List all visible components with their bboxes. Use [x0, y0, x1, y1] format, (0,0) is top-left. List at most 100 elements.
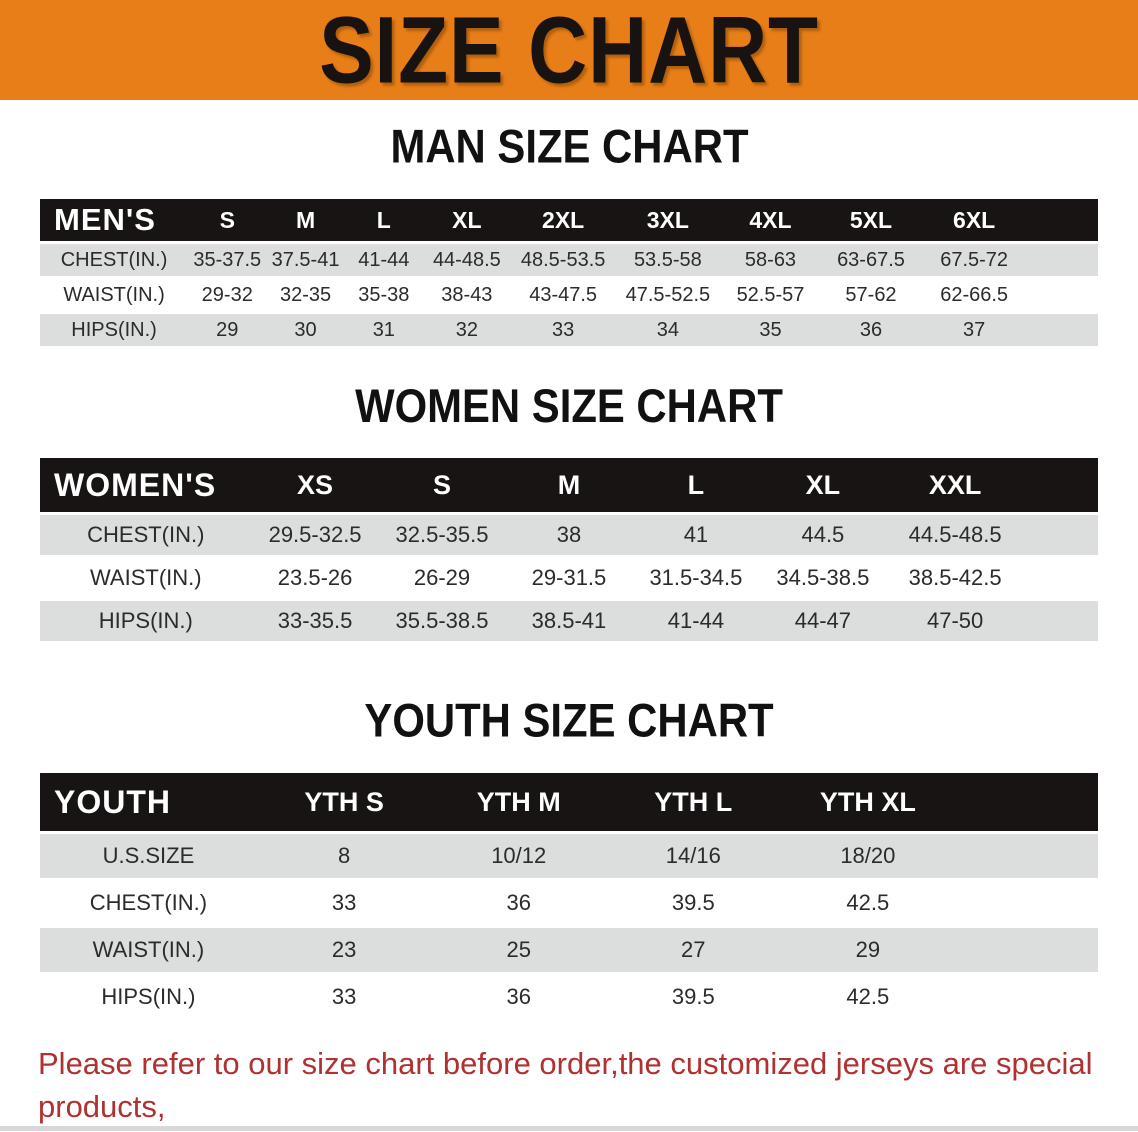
row-label: WAIST(IN.)	[40, 279, 189, 311]
size-value-cell: 41-44	[344, 244, 423, 276]
size-column-header: XL	[759, 458, 887, 512]
size-column-header: L	[344, 199, 423, 241]
size-value-cell: 39.5	[606, 881, 781, 925]
size-column-header: 5XL	[820, 199, 922, 241]
women-table-label: WOMEN'S	[40, 458, 252, 512]
bottom-edge-strip	[0, 1126, 1138, 1131]
table-row: CHEST(IN.) 29.5-32.5 32.5-35.5 38 41 44.5 44.5…	[40, 515, 1098, 555]
size-column-header: YTH XL	[780, 773, 956, 831]
size-column-header: M	[266, 199, 345, 241]
size-value-cell: 35-37.5	[188, 244, 267, 276]
men-header-row: MEN'S S M L XL 2XL 3XL 4XL 5XL 6XL	[40, 199, 1098, 241]
size-column-header: 3XL	[615, 199, 721, 241]
size-value-cell: 25	[431, 928, 606, 972]
size-column-header: XS	[251, 458, 379, 512]
size-column-header: L	[632, 458, 760, 512]
table-row: CHEST(IN.) 35-37.5 37.5-41 41-44 44-48.5 48.5…	[40, 244, 1098, 276]
table-row: WAIST(IN.) 23 25 27 29	[40, 928, 1098, 972]
size-value-cell: 23.5-26	[251, 558, 379, 598]
size-value-cell: 37	[921, 314, 1028, 346]
men-section-heading-text: MAN SIZE CHART	[389, 119, 749, 174]
filler-cell	[955, 928, 1098, 972]
disclaimer-note: Please refer to our size chart before or…	[38, 1042, 1108, 1132]
size-value-cell: 8	[256, 834, 432, 878]
men-table-label: MEN'S	[40, 199, 189, 241]
size-value-cell: 53.5-58	[615, 244, 721, 276]
size-value-cell: 38-43	[422, 279, 511, 311]
size-value-cell: 27	[606, 928, 781, 972]
size-value-cell: 47.5-52.5	[615, 279, 721, 311]
size-column-header: YTH M	[431, 773, 606, 831]
table-row: WAIST(IN.) 29-32 32-35 35-38 38-43 43-47.5 47.…	[40, 279, 1098, 311]
size-value-cell: 33	[510, 314, 616, 346]
size-value-cell: 41	[632, 515, 760, 555]
men-size-table: MEN'S S M L XL 2XL 3XL 4XL 5XL 6XL CHEST(IN.) 35-37…	[40, 196, 1098, 349]
size-value-cell: 14/16	[606, 834, 781, 878]
size-value-cell: 18/20	[780, 834, 956, 878]
size-value-cell: 29.5-32.5	[251, 515, 379, 555]
women-section-heading-text: WOMEN SIZE CHART	[355, 378, 783, 433]
size-value-cell: 35	[720, 314, 821, 346]
filler-cell	[1027, 244, 1098, 276]
table-row: HIPS(IN.) 29 30 31 32 33 34 35 36 37	[40, 314, 1098, 346]
size-value-cell: 48.5-53.5	[510, 244, 616, 276]
size-column-header: 4XL	[720, 199, 821, 241]
table-row: WAIST(IN.) 23.5-26 26-29 29-31.5 31.5-34.5 34…	[40, 558, 1098, 598]
size-value-cell: 44.5	[759, 515, 887, 555]
size-value-cell: 32	[422, 314, 511, 346]
size-value-cell: 30	[266, 314, 345, 346]
size-value-cell: 67.5-72	[921, 244, 1028, 276]
women-size-table: WOMEN'S XS S M L XL XXL CHEST(IN.) 29.5-32.5 32.5…	[40, 455, 1098, 644]
size-value-cell: 39.5	[606, 975, 781, 1019]
banner: SIZE CHART	[0, 0, 1138, 100]
size-value-cell: 44-48.5	[422, 244, 511, 276]
filler-cell	[955, 834, 1098, 878]
size-value-cell: 29	[780, 928, 956, 972]
size-value-cell: 34	[615, 314, 721, 346]
youth-section-heading-text: YOUTH SIZE CHART	[364, 693, 774, 748]
size-value-cell: 35-38	[344, 279, 423, 311]
filler-cell	[1027, 314, 1098, 346]
table-row: HIPS(IN.) 33-35.5 35.5-38.5 38.5-41 41-44 44-…	[40, 601, 1098, 641]
youth-table-label: YOUTH	[40, 773, 257, 831]
women-size-table-wrapper: WOMEN'S XS S M L XL XXL CHEST(IN.) 29.5-32.5 32.5…	[40, 455, 1098, 644]
row-label: WAIST(IN.)	[40, 558, 252, 598]
size-value-cell: 36	[820, 314, 922, 346]
size-value-cell: 52.5-57	[720, 279, 821, 311]
size-column-header: YTH S	[256, 773, 432, 831]
size-value-cell: 31	[344, 314, 423, 346]
youth-size-table: YOUTH YTH S YTH M YTH L YTH XL U.S.SIZE 8 10/12…	[40, 770, 1098, 1022]
filler-cell	[1023, 515, 1098, 555]
size-column-header: S	[188, 199, 267, 241]
youth-size-table-wrapper: YOUTH YTH S YTH M YTH L YTH XL U.S.SIZE 8 10/12…	[40, 770, 1098, 1022]
size-column-header: M	[505, 458, 633, 512]
size-column-header: XL	[422, 199, 511, 241]
header-filler	[1023, 458, 1098, 512]
size-value-cell: 31.5-34.5	[632, 558, 760, 598]
size-value-cell: 38.5-41	[505, 601, 633, 641]
size-value-cell: 37.5-41	[266, 244, 345, 276]
size-value-cell: 38.5-42.5	[886, 558, 1024, 598]
size-value-cell: 44.5-48.5	[886, 515, 1024, 555]
table-row: HIPS(IN.) 33 36 39.5 42.5	[40, 975, 1098, 1019]
row-label: HIPS(IN.)	[40, 314, 189, 346]
row-label: HIPS(IN.)	[40, 975, 257, 1019]
header-filler	[1027, 199, 1098, 241]
banner-title: SIZE CHART	[319, 0, 819, 103]
filler-cell	[1023, 601, 1098, 641]
women-header-row: WOMEN'S XS S M L XL XXL	[40, 458, 1098, 512]
size-value-cell: 26-29	[378, 558, 506, 598]
size-value-cell: 62-66.5	[921, 279, 1028, 311]
size-value-cell: 47-50	[886, 601, 1024, 641]
size-value-cell: 29	[188, 314, 267, 346]
filler-cell	[1027, 279, 1098, 311]
row-label: CHEST(IN.)	[40, 244, 189, 276]
size-value-cell: 58-63	[720, 244, 821, 276]
row-label: HIPS(IN.)	[40, 601, 252, 641]
men-section-heading: MAN SIZE CHART	[0, 119, 1138, 174]
filler-cell	[1023, 558, 1098, 598]
size-value-cell: 33	[256, 975, 432, 1019]
women-section-heading: WOMEN SIZE CHART	[0, 378, 1138, 433]
size-column-header: 6XL	[921, 199, 1028, 241]
size-value-cell: 29-32	[188, 279, 267, 311]
